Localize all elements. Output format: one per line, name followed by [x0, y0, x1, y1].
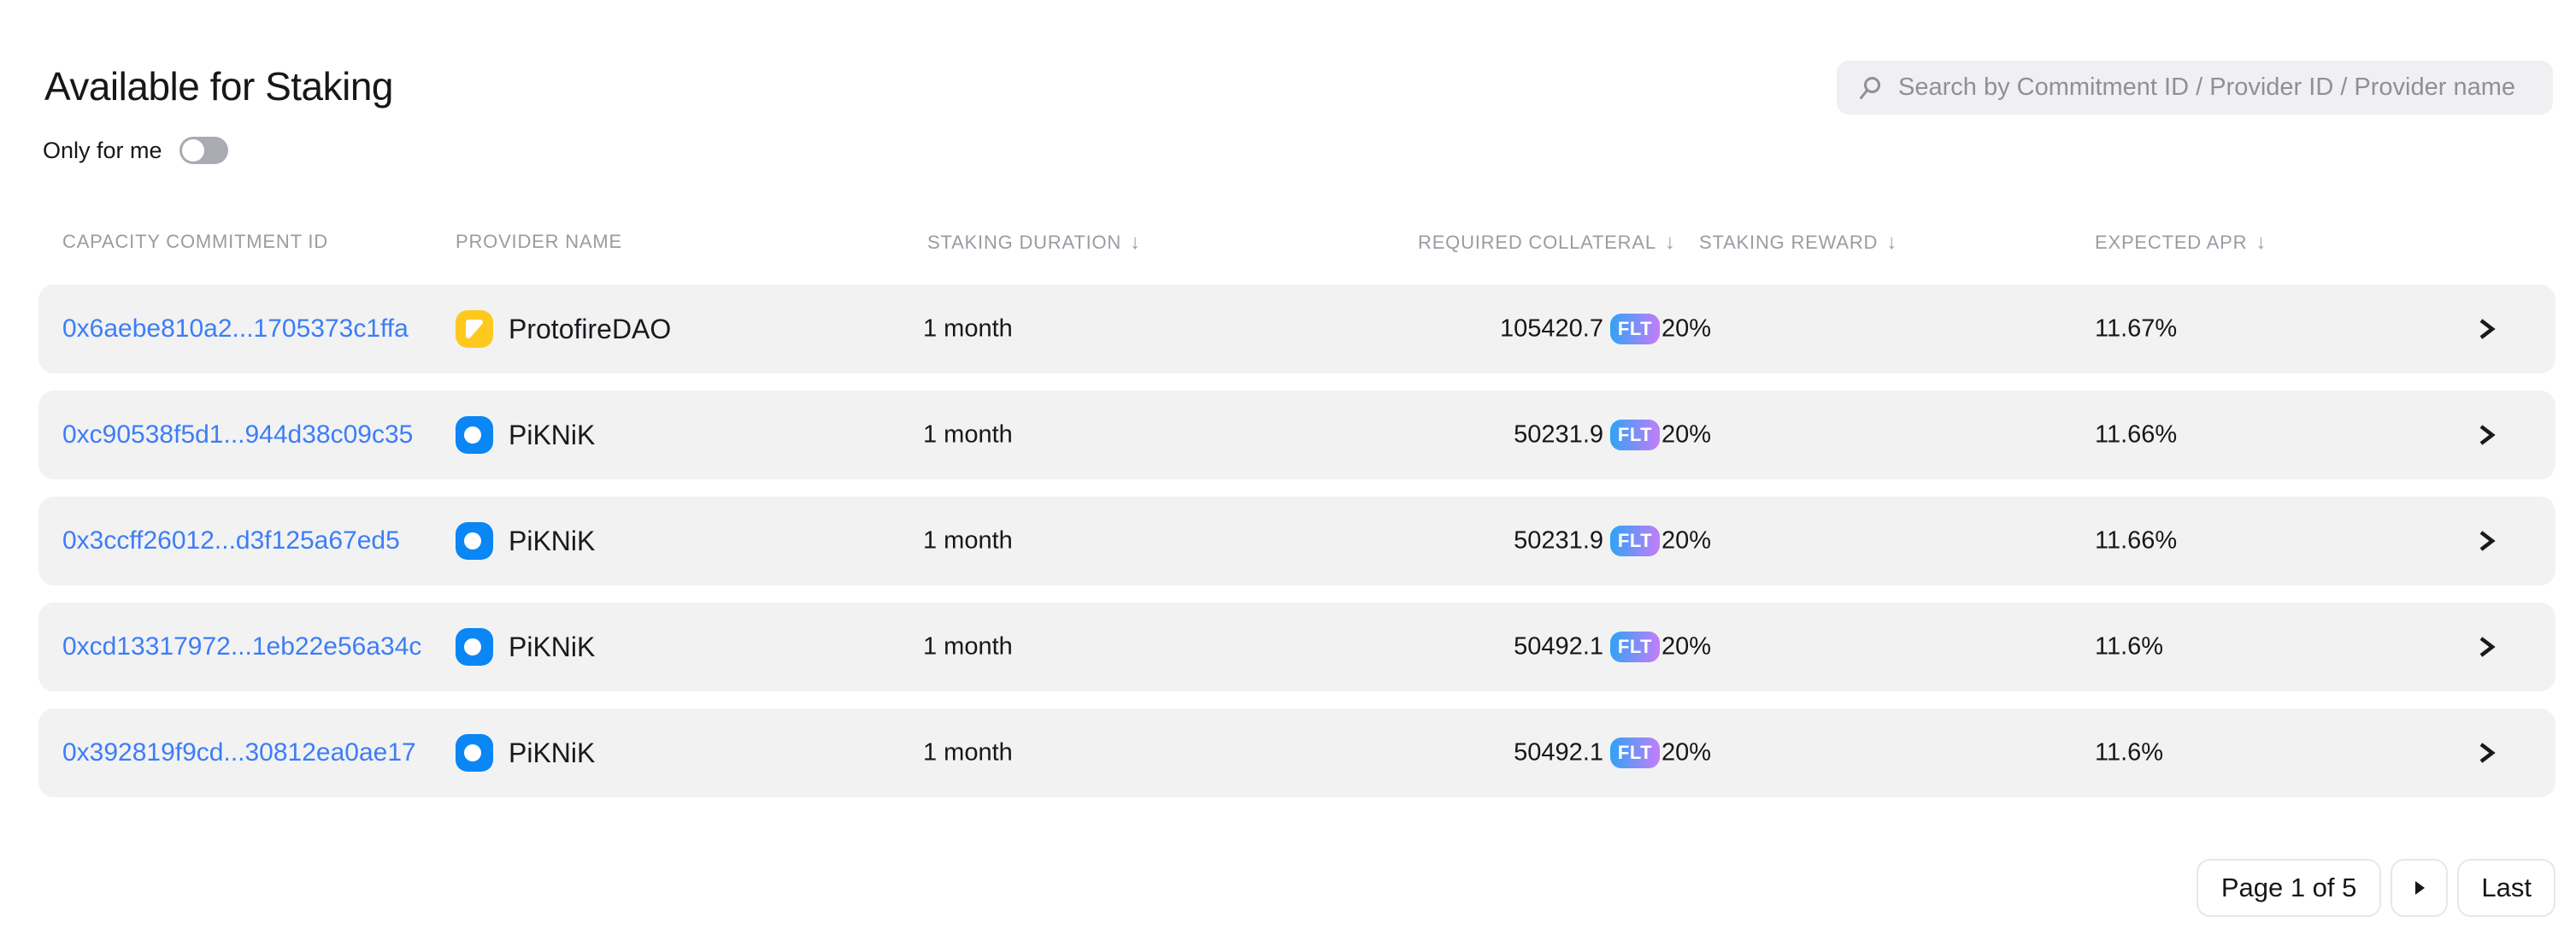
staking-reward-value: 20% [1661, 420, 1712, 449]
piknik-logo-icon [456, 734, 493, 772]
required-collateral-value: 50492.1 [1514, 738, 1603, 767]
chevron-right-icon[interactable] [2476, 315, 2498, 343]
search-box[interactable] [1837, 61, 2553, 115]
chevron-right-icon[interactable] [2476, 633, 2498, 661]
table-header: CAPACITY COMMITMENT ID PROVIDER NAME STA… [38, 231, 2555, 256]
staking-duration-value: 1 month [923, 738, 1013, 767]
piknik-logo-icon [456, 416, 493, 454]
next-page-icon [2414, 881, 2425, 895]
header-staking-reward[interactable]: STAKING REWARD ↓ [1699, 231, 1898, 254]
sort-down-icon: ↓ [1886, 231, 1898, 254]
commitment-id-link[interactable]: 0x6aebe810a2...1705373c1ffa [62, 314, 409, 343]
search-icon [1860, 76, 1880, 99]
header-capacity-commitment-id: CAPACITY COMMITMENT ID [62, 231, 328, 252]
flt-token-badge: FLT [1610, 738, 1660, 768]
provider-cell: ProtofireDAO [456, 310, 671, 348]
expected-apr-value: 11.6% [2095, 738, 2164, 767]
flt-token-badge: FLT [1610, 420, 1660, 450]
flt-token-badge: FLT [1610, 314, 1660, 344]
provider-name: PiKNiK [509, 419, 596, 450]
table-row[interactable]: 0xcd13317972...1eb22e56a34c PiKNiK 1 mon… [38, 602, 2555, 691]
required-collateral-value: 50231.9 [1514, 420, 1603, 449]
header-required-collateral[interactable]: REQUIRED COLLATERAL ↓ [1418, 231, 1676, 254]
piknik-logo-icon [456, 522, 493, 560]
required-collateral-value: 105420.7 [1500, 314, 1603, 343]
protofire-logo-icon [456, 310, 493, 348]
header-staking-duration[interactable]: STAKING DURATION ↓ [927, 231, 1141, 254]
only-for-me-label: Only for me [43, 137, 162, 163]
required-collateral-value: 50231.9 [1514, 526, 1603, 555]
provider-name: PiKNiK [509, 525, 596, 556]
chevron-right-icon[interactable] [2476, 421, 2498, 449]
commitment-id-link[interactable]: 0x3ccff26012...d3f125a67ed5 [62, 526, 400, 555]
expected-apr-value: 11.6% [2095, 632, 2164, 661]
required-collateral-value: 50492.1 [1514, 632, 1603, 661]
search-input[interactable] [1898, 73, 2534, 102]
provider-name: ProtofireDAO [509, 313, 672, 344]
sort-down-icon: ↓ [1664, 231, 1676, 254]
staking-duration-value: 1 month [923, 314, 1013, 343]
chevron-right-icon[interactable] [2476, 739, 2498, 767]
table-row[interactable]: 0x6aebe810a2...1705373c1ffa ProtofireDAO… [38, 285, 2555, 373]
staking-duration-value: 1 month [923, 632, 1013, 661]
header-provider-name: PROVIDER NAME [456, 231, 622, 252]
next-page-button[interactable] [2391, 859, 2449, 917]
provider-cell: PiKNiK [456, 734, 595, 772]
provider-cell: PiKNiK [456, 522, 595, 560]
last-page-button[interactable]: Last [2457, 859, 2555, 917]
page-title: Available for Staking [44, 64, 394, 109]
expected-apr-value: 11.66% [2095, 420, 2178, 449]
sort-down-icon: ↓ [2255, 231, 2267, 254]
commitment-id-link[interactable]: 0xcd13317972...1eb22e56a34c [62, 632, 422, 661]
only-for-me-toggle[interactable] [179, 137, 228, 164]
table-row[interactable]: 0x3ccff26012...d3f125a67ed5 PiKNiK 1 mon… [38, 497, 2555, 585]
flt-token-badge: FLT [1610, 526, 1660, 556]
sort-down-icon: ↓ [1130, 231, 1141, 254]
commitment-id-link[interactable]: 0x392819f9cd...30812ea0ae17 [62, 738, 416, 767]
provider-name: PiKNiK [509, 631, 596, 662]
page-indicator-button[interactable]: Page 1 of 5 [2196, 859, 2382, 917]
staking-duration-value: 1 month [923, 526, 1013, 555]
commitment-id-link[interactable]: 0xc90538f5d1...944d38c09c35 [62, 420, 414, 449]
toggle-knob [181, 139, 204, 162]
staking-reward-value: 20% [1661, 526, 1712, 555]
staking-duration-value: 1 month [923, 420, 1013, 449]
table-row[interactable]: 0xc90538f5d1...944d38c09c35 PiKNiK 1 mon… [38, 391, 2555, 479]
only-for-me-filter: Only for me [43, 137, 228, 164]
flt-token-badge: FLT [1610, 632, 1660, 662]
table-row[interactable]: 0x392819f9cd...30812ea0ae17 PiKNiK 1 mon… [38, 708, 2555, 797]
staking-reward-value: 20% [1661, 314, 1712, 343]
staking-reward-value: 20% [1661, 738, 1712, 767]
expected-apr-value: 11.67% [2095, 314, 2178, 343]
chevron-right-icon[interactable] [2476, 527, 2498, 555]
piknik-logo-icon [456, 628, 493, 666]
expected-apr-value: 11.66% [2095, 526, 2178, 555]
pagination: Page 1 of 5 Last [2196, 859, 2555, 917]
provider-name: PiKNiK [509, 737, 596, 768]
provider-cell: PiKNiK [456, 628, 595, 666]
header-expected-apr[interactable]: EXPECTED APR ↓ [2095, 231, 2267, 254]
provider-cell: PiKNiK [456, 416, 595, 454]
staking-reward-value: 20% [1661, 632, 1712, 661]
